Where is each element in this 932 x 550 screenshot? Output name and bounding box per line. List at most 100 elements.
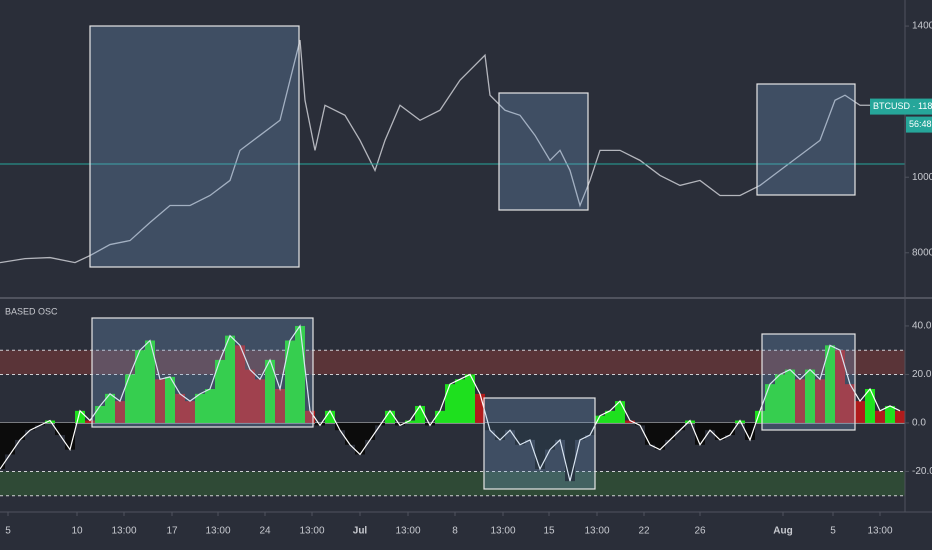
- osc-bar: [725, 422, 735, 436]
- osc-bar: [895, 410, 905, 423]
- osc-bar: [365, 422, 375, 440]
- x-tick-label: 13:00: [395, 526, 420, 537]
- osc-bar: [705, 422, 715, 431]
- highlight-box: [483, 397, 596, 490]
- osc-bar: [595, 415, 605, 423]
- osc-bar: [95, 405, 105, 423]
- highlight-box: [498, 92, 589, 211]
- osc-bar: [345, 422, 355, 445]
- osc-bar: [415, 405, 425, 423]
- x-tick-label: Jul: [353, 526, 368, 537]
- osc-bar: [295, 325, 305, 423]
- osc-bar: [135, 350, 145, 423]
- osc-bar: [835, 350, 845, 423]
- osc-bar: [485, 422, 495, 431]
- osc-bar: [605, 410, 615, 423]
- countdown: 56:48: [909, 119, 932, 129]
- osc-bar: [385, 410, 395, 423]
- osc-bar: [715, 422, 725, 440]
- x-tick-label: 13:00: [867, 526, 892, 537]
- osc-bar: [655, 422, 665, 450]
- axis-labels: 8000.0 10000.0 14000.0 BTCUSD · 11869.2 56:4…: [5, 21, 932, 537]
- osc-bar: [675, 422, 685, 431]
- osc-bar: [285, 340, 295, 423]
- y-tick-label: 8000.0: [912, 247, 932, 258]
- osc-bar: [505, 422, 515, 431]
- highlight-box: [761, 333, 856, 431]
- osc-bar: [315, 422, 325, 426]
- osc-bar: [55, 422, 65, 436]
- osc-bar: [535, 422, 545, 470]
- osc-bar: [15, 422, 25, 440]
- osc-bar: [805, 369, 815, 423]
- x-tick-label: 13:00: [111, 526, 136, 537]
- osc-bar: [615, 401, 625, 423]
- osc-bar: [125, 374, 135, 423]
- osc-bar: [205, 388, 215, 423]
- osc-bar: [225, 335, 235, 423]
- osc-bar: [35, 422, 45, 426]
- oscillator-pane: [0, 324, 905, 497]
- osc-bar: [825, 345, 835, 423]
- osc-bar: [885, 405, 895, 423]
- osc-bar: [325, 410, 335, 423]
- osc-bar: [875, 410, 885, 423]
- osc-bar: [215, 359, 225, 423]
- osc-bar: [235, 345, 245, 423]
- osc-bar: [765, 384, 775, 423]
- y-tick-label: 10000.0: [912, 172, 932, 183]
- osc-bar: [435, 410, 445, 423]
- x-tick-label: 5: [830, 526, 836, 537]
- osc-bar: [555, 422, 565, 440]
- osc-bar: [245, 369, 255, 423]
- price-label-box: [870, 98, 932, 115]
- osc-bar: [355, 422, 365, 455]
- x-tick-label: 13:00: [490, 526, 515, 537]
- osc-bar: [855, 401, 865, 423]
- price-line: [0, 39, 870, 264]
- osc-bar: [445, 384, 455, 423]
- osc-bar: [575, 422, 585, 440]
- x-tick-label: 22: [638, 526, 650, 537]
- osc-bar: [865, 388, 875, 423]
- osc-bar: [645, 422, 655, 445]
- osc-bar: [155, 379, 165, 423]
- osc-line: [0, 324, 901, 482]
- osc-bar: [255, 379, 265, 423]
- x-tick-label: 15: [543, 526, 555, 537]
- osc-bar: [405, 420, 415, 423]
- osc-bar: [0, 422, 5, 470]
- x-tick-label: 10: [71, 526, 83, 537]
- x-tick-label: 5: [5, 526, 11, 537]
- osc-bar: [5, 422, 15, 455]
- osc-bar: [695, 422, 705, 445]
- osc-bar: [795, 379, 805, 423]
- x-tick-label: 13:00: [299, 526, 324, 537]
- x-tick-label: 13:00: [205, 526, 230, 537]
- osc-bar: [665, 422, 675, 440]
- y-tick-label: 40.0: [912, 321, 932, 332]
- x-tick-label: 8: [452, 526, 458, 537]
- osc-bar: [25, 422, 35, 431]
- highlight-box: [91, 317, 314, 428]
- countdown-box: [906, 116, 932, 133]
- osc-bar: [145, 340, 155, 423]
- osc-bar: [515, 422, 525, 445]
- osc-bar: [175, 393, 185, 423]
- osc-bar: [85, 420, 95, 423]
- y-tick-label: 14000.0: [912, 21, 932, 32]
- osc-bar: [75, 410, 85, 423]
- x-tick-label: 24: [259, 526, 271, 537]
- price-label: BTCUSD · 11869.2: [873, 101, 932, 111]
- osc-bar: [775, 374, 785, 423]
- osc-bar: [745, 422, 755, 440]
- osc-bar: [525, 422, 535, 440]
- osc-bar: [45, 420, 55, 423]
- highlight-box: [89, 25, 300, 268]
- osc-bar: [495, 422, 505, 440]
- osc-bar: [455, 379, 465, 423]
- osc-bar: [565, 422, 575, 482]
- osc-bar: [65, 422, 75, 450]
